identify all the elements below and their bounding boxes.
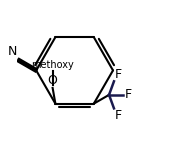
Text: O: O <box>48 74 58 87</box>
Text: F: F <box>115 68 122 81</box>
Text: methoxy: methoxy <box>31 60 74 70</box>
Text: F: F <box>115 109 122 122</box>
Text: N: N <box>8 45 17 58</box>
Text: F: F <box>125 88 132 101</box>
